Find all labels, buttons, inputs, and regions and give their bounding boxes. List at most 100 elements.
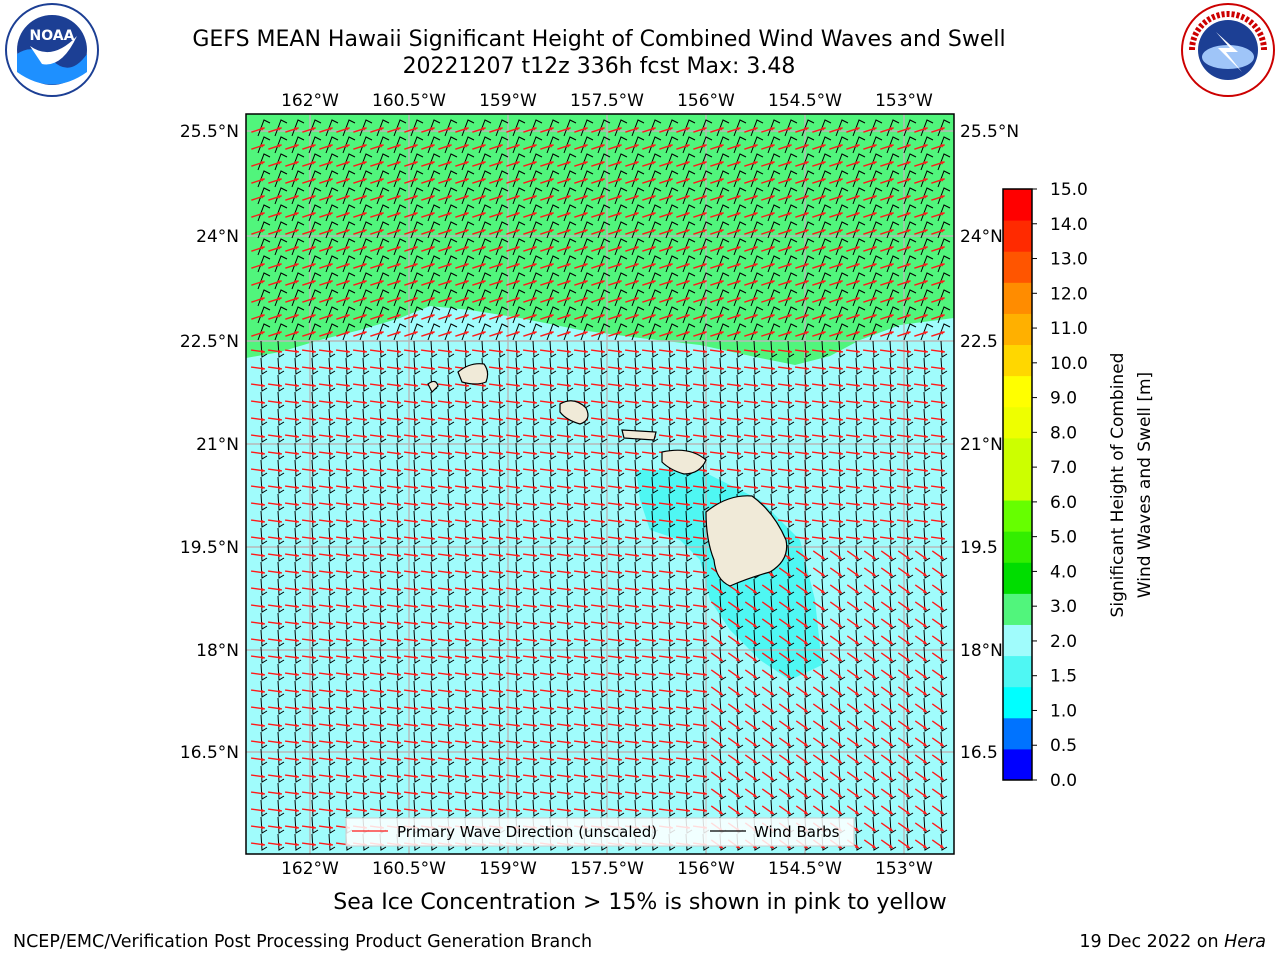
wind-barb: [325, 255, 339, 273]
wave-arrow-head: [345, 212, 350, 216]
wave-arrow-head: [380, 349, 384, 354]
wind-barb: [597, 289, 611, 307]
wind-barb: [546, 187, 560, 205]
wind-barb: [699, 255, 713, 273]
wind-barb: [277, 391, 285, 409]
wind-barb: [651, 544, 659, 562]
wind-barb: [345, 731, 353, 749]
wind-barb: [481, 646, 489, 664]
wave-arrow-head: [431, 757, 435, 762]
wave-arrow-head: [769, 657, 774, 662]
wind-barb: [294, 680, 302, 698]
wave-arrow-head: [549, 263, 554, 267]
wave-arrow-head: [464, 314, 469, 318]
wave-arrow-head: [601, 655, 605, 660]
wind-barb: [311, 680, 319, 698]
wave-arrow-head: [907, 519, 911, 524]
wave-arrow-head: [873, 502, 877, 507]
wave-arrow-head: [532, 212, 537, 216]
wind-barb: [311, 595, 319, 613]
wave-arrow-head: [735, 674, 740, 679]
wave-arrow-head: [278, 587, 282, 592]
wave-arrow-head: [837, 640, 842, 645]
wind-barb: [821, 510, 829, 528]
wave-arrow-head: [380, 587, 384, 592]
wind-barb: [481, 459, 489, 477]
wind-barb: [886, 323, 900, 341]
wave-arrow-head: [821, 314, 826, 318]
wind-barb: [872, 374, 880, 392]
wave-arrow-head: [873, 468, 877, 473]
wind-barb: [430, 595, 438, 613]
wave-arrow-head: [277, 297, 282, 301]
wind-barb: [379, 357, 387, 375]
wind-barb: [308, 306, 322, 324]
wind-barb: [512, 170, 526, 188]
wave-arrow-head: [837, 572, 842, 577]
wind-barb: [920, 323, 934, 341]
wind-barb: [580, 187, 594, 205]
wave-arrow-head: [635, 485, 639, 490]
wind-barb: [838, 340, 846, 358]
wave-arrow-head: [871, 623, 876, 628]
wind-barb: [838, 697, 846, 715]
wind-barb: [920, 204, 934, 222]
wind-barb: [413, 731, 421, 749]
wind-barb: [549, 476, 557, 494]
wave-arrow-head: [618, 434, 622, 439]
wave-arrow-head: [329, 791, 333, 796]
wave-arrow-head: [668, 195, 673, 199]
wave-arrow-head: [922, 555, 927, 560]
wave-arrow-head: [924, 417, 928, 422]
wind-barb: [600, 748, 608, 766]
wave-arrow-head: [838, 178, 843, 182]
wave-arrow-head: [533, 740, 537, 745]
wind-barb: [872, 629, 880, 647]
wind-barb: [651, 476, 659, 494]
wave-arrow-head: [277, 144, 282, 148]
wave-arrow-head: [295, 468, 299, 473]
wave-arrow-head: [787, 229, 792, 233]
wind-barb: [634, 544, 642, 562]
wave-arrow-head: [516, 366, 520, 371]
wind-barb: [889, 680, 897, 698]
wave-arrow-head: [923, 229, 928, 233]
wave-arrow-head: [635, 655, 639, 660]
wind-barb: [702, 425, 710, 443]
wind-barb: [464, 459, 472, 477]
wind-barb: [872, 782, 880, 800]
wind-barb: [498, 680, 506, 698]
wave-arrow-head: [362, 229, 367, 233]
wind-barb: [379, 561, 387, 579]
wave-arrow-head: [380, 570, 384, 575]
wind-barb: [294, 374, 302, 392]
wind-barb: [311, 646, 319, 664]
wave-arrow-head: [277, 229, 282, 233]
wind-barb: [665, 136, 679, 154]
wind-barb: [430, 748, 438, 766]
wind-barb: [651, 374, 659, 392]
wave-arrow-head: [753, 127, 758, 131]
wave-arrow-head: [431, 468, 435, 473]
wind-barb: [733, 204, 747, 222]
wave-arrow-head: [939, 640, 944, 645]
wave-arrow-head: [448, 706, 452, 711]
wind-barb: [719, 374, 727, 392]
wind-barb: [702, 765, 710, 783]
wave-arrow-head: [634, 331, 639, 335]
wave-arrow-head: [329, 485, 333, 490]
wave-direction-layer: [250, 127, 946, 849]
wave-arrow-head: [499, 672, 503, 677]
wave-arrow-head: [363, 672, 367, 677]
wave-arrow-head: [278, 349, 282, 354]
wave-arrow-head: [941, 468, 945, 473]
wind-barb: [801, 272, 815, 290]
wind-barb: [583, 697, 591, 715]
wave-arrow-head: [549, 178, 554, 182]
wind-barb: [903, 306, 917, 324]
wave-arrow-head: [652, 655, 656, 660]
wind-barb: [328, 833, 336, 851]
wind-barb: [906, 493, 914, 511]
wind-barb: [770, 357, 778, 375]
wave-arrow-head: [923, 314, 928, 318]
